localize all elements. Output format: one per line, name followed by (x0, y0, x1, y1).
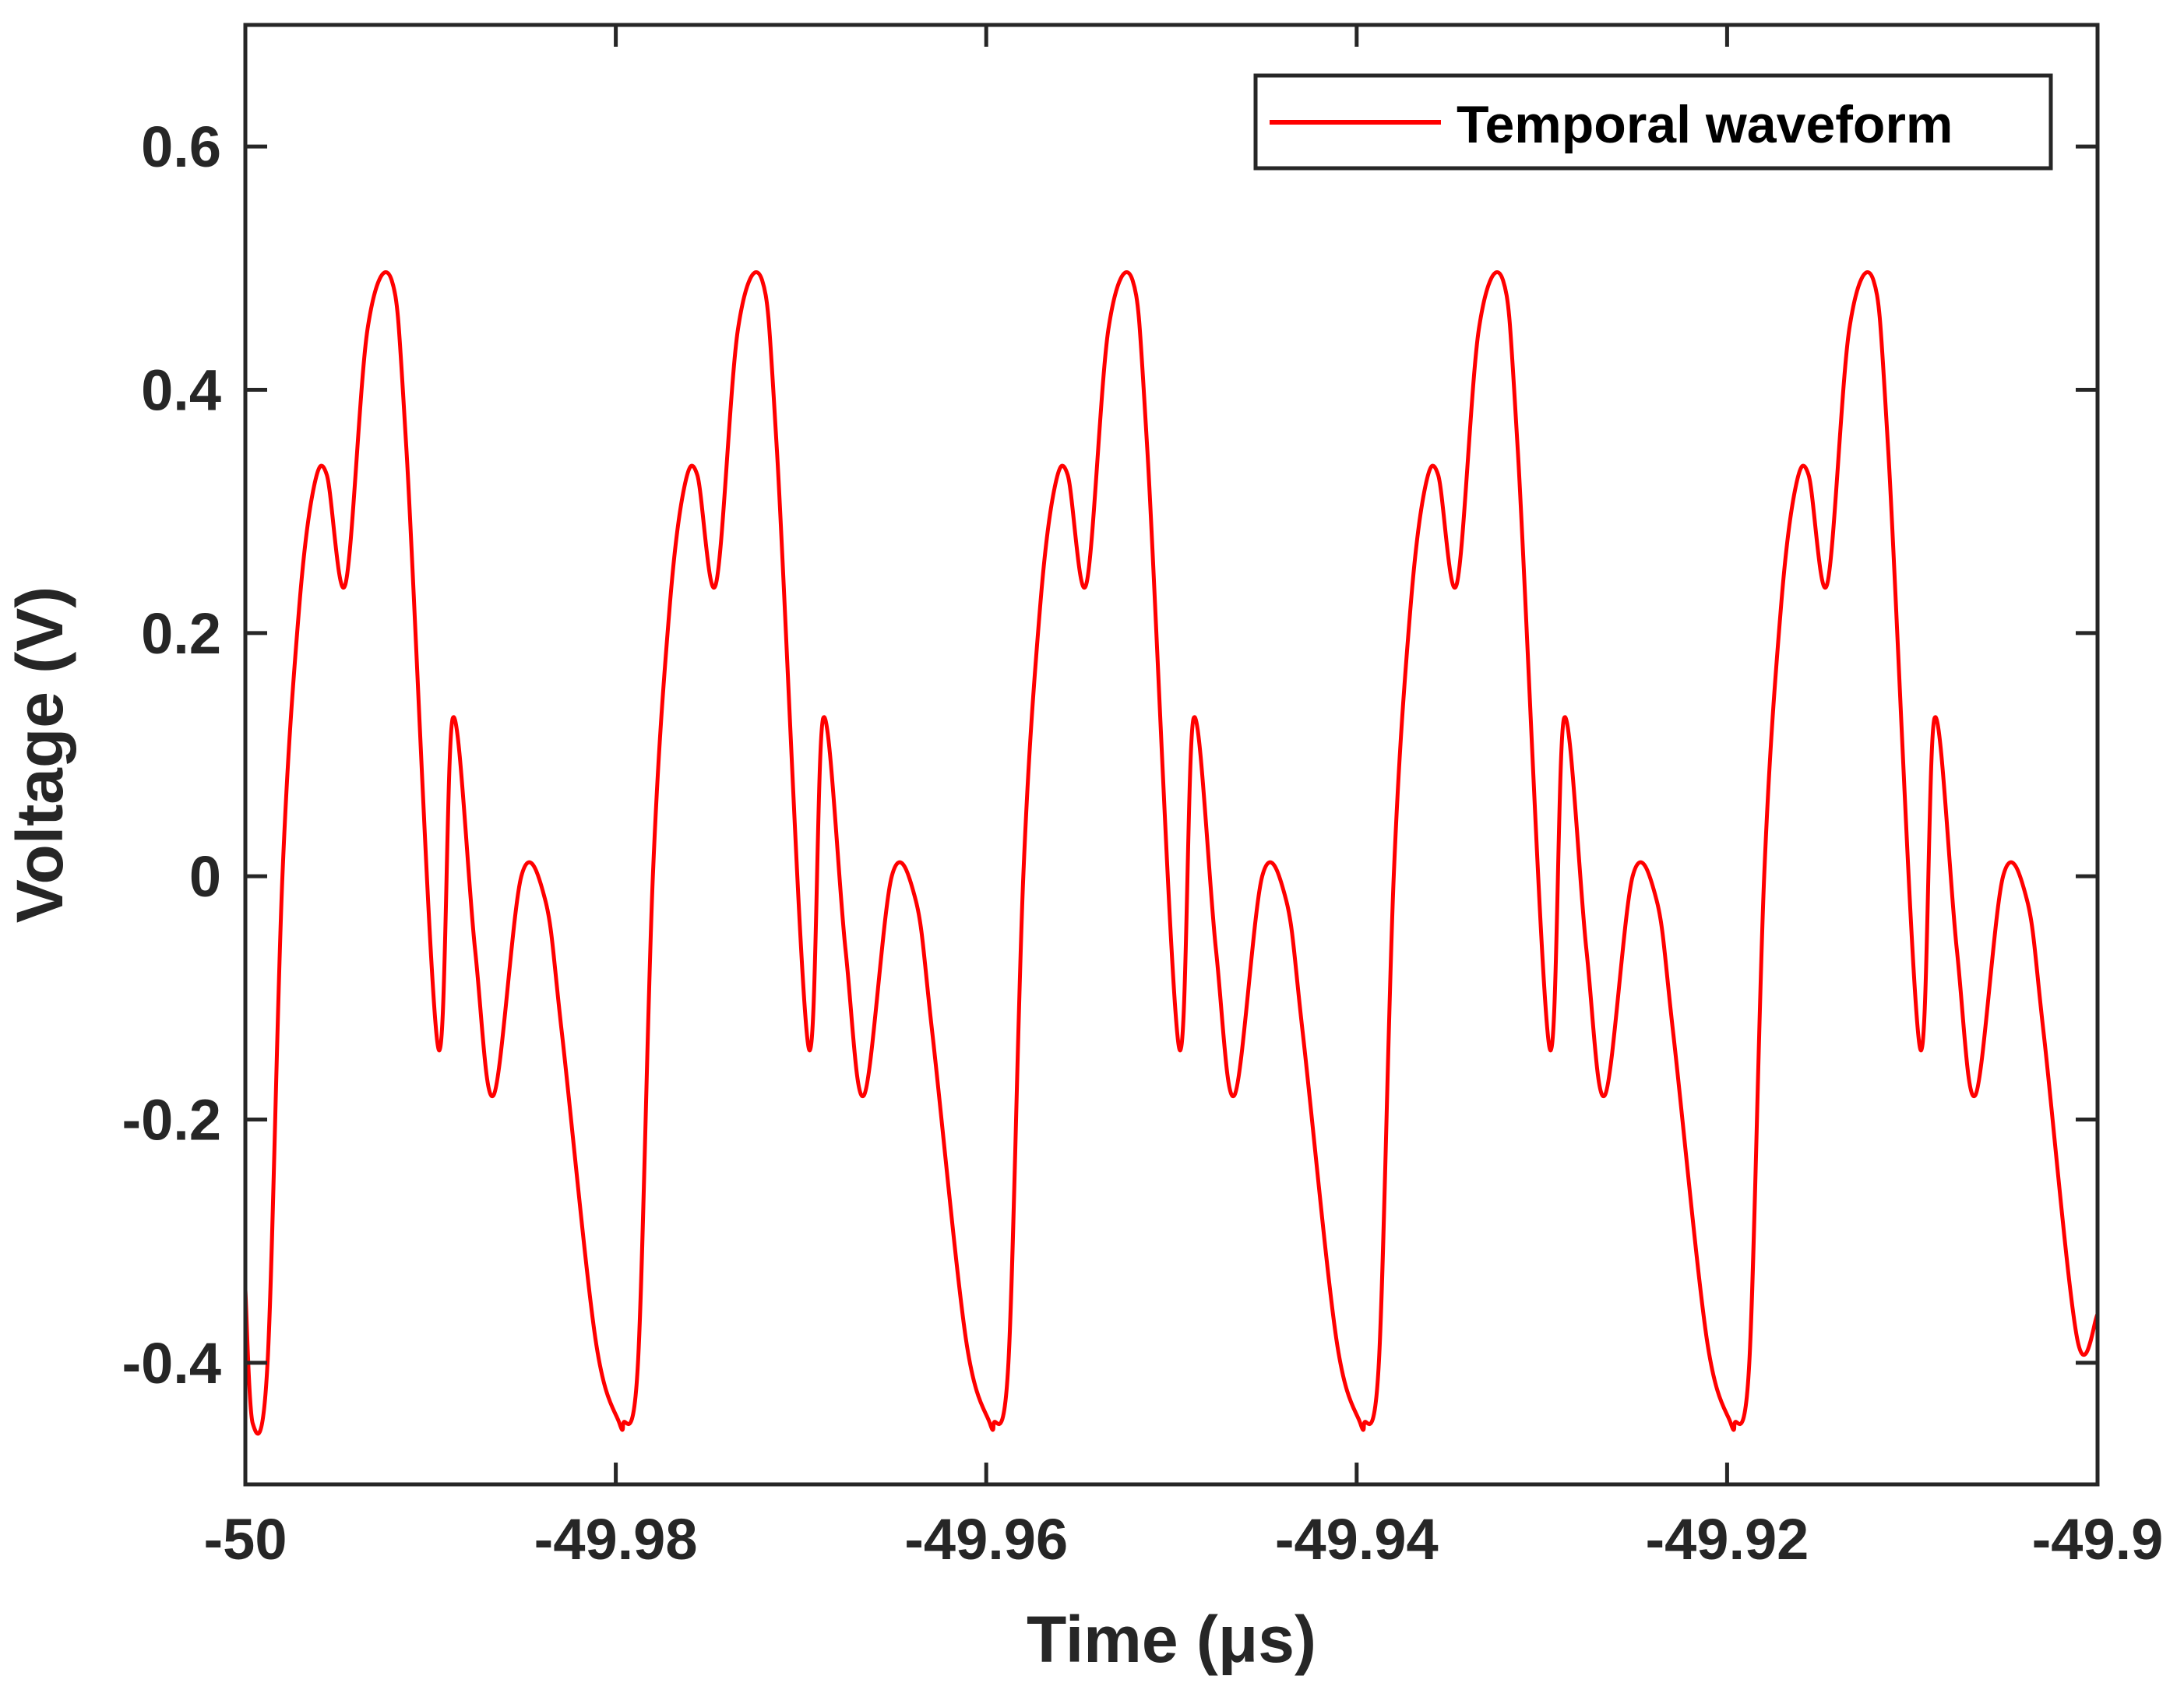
x-tick-label: -49.92 (1645, 1507, 1809, 1572)
y-tick-label: 0.6 (141, 114, 221, 179)
axes-box (243, 23, 2100, 1487)
legend: Temporal waveform (1253, 73, 2053, 171)
y-axis-label: Voltage (V) (3, 586, 76, 923)
y-tick-label: -0.4 (122, 1331, 221, 1396)
y-tick-label: 0.2 (141, 601, 221, 666)
x-tick-labels: -50 -49.98 -49.96 -49.94 -49.92 -49.9 (204, 1507, 2164, 1572)
x-axis-label: Time (μs) (1027, 1603, 1316, 1676)
x-tick-label: -50 (204, 1507, 287, 1572)
legend-label: Temporal waveform (1457, 95, 1953, 154)
y-tick-label: 0.4 (141, 358, 221, 423)
y-tick-label: -0.2 (122, 1088, 221, 1153)
y-tick-labels: -0.4 -0.2 0 0.2 0.4 0.6 (122, 114, 221, 1396)
x-tick-label: -49.96 (904, 1507, 1068, 1572)
series-line-temporal-waveform (245, 269, 2098, 1436)
plot-area (245, 25, 2098, 1484)
x-tick-label: -49.9 (2032, 1507, 2164, 1572)
y-tick-label: 0 (189, 844, 221, 909)
tick-marks (243, 25, 2100, 1484)
x-tick-label: -49.94 (1275, 1507, 1439, 1572)
x-tick-label: -49.98 (534, 1507, 698, 1572)
